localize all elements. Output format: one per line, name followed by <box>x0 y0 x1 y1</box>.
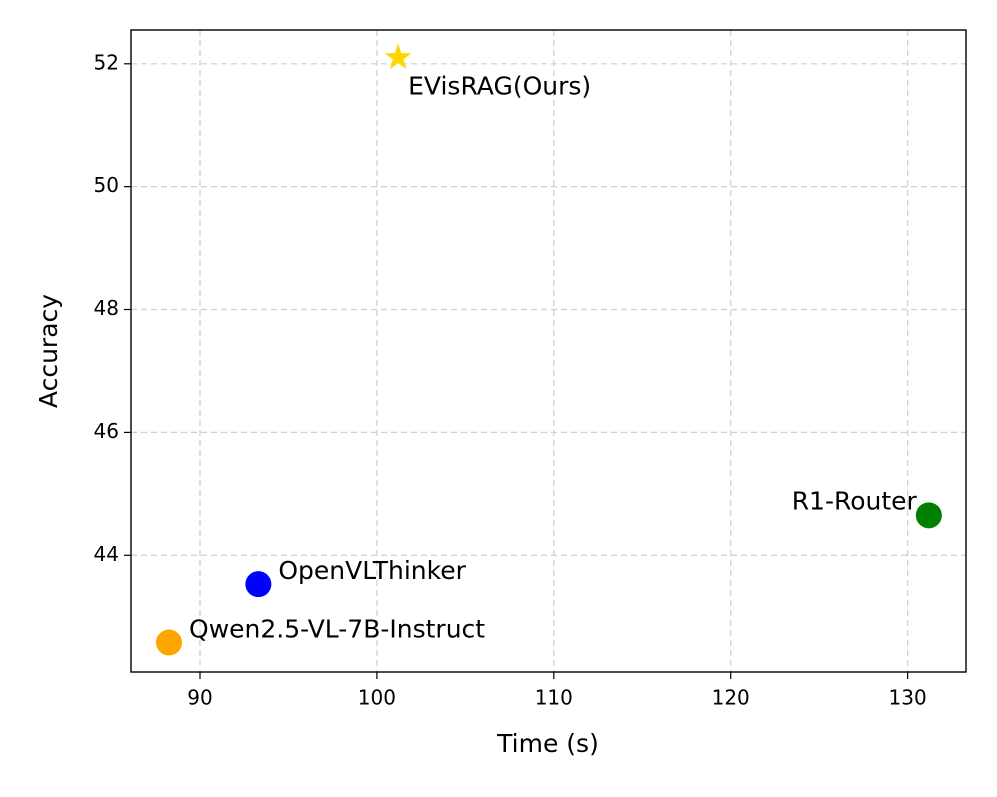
point-label: R1-Router <box>792 486 918 515</box>
y-tick-label: 48 <box>94 296 119 320</box>
y-tick-label: 46 <box>94 419 119 443</box>
point-label: EVisRAG(Ours) <box>408 72 591 101</box>
y-tick-label: 52 <box>94 50 119 74</box>
plot-frame <box>130 29 967 673</box>
point <box>245 571 272 598</box>
y-tick-label: 50 <box>94 173 119 197</box>
x-tick-label: 130 <box>889 686 927 710</box>
point <box>915 502 942 529</box>
x-tick-label: 110 <box>535 686 573 710</box>
x-axis-label: Time (s) <box>496 729 599 758</box>
point-label: Qwen2.5-VL-7B-Instruct <box>189 615 485 644</box>
y-axis-label: Accuracy <box>34 294 63 408</box>
x-tick-label: 120 <box>712 686 750 710</box>
x-tick-label: 90 <box>187 686 212 710</box>
point-label: OpenVLThinker <box>278 556 466 585</box>
point <box>156 629 183 656</box>
y-tick-label: 44 <box>94 542 119 566</box>
point <box>384 43 412 69</box>
x-tick-label: 100 <box>358 686 396 710</box>
